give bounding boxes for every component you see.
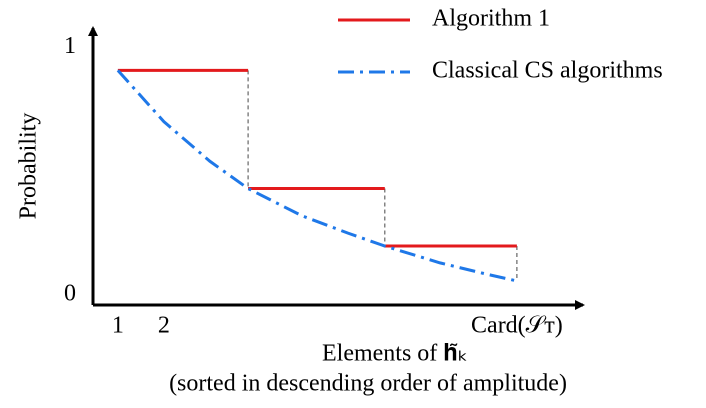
y-tick-label: 0	[64, 281, 76, 307]
x-tick-label: Card(𝒮ᴛ)	[471, 313, 563, 339]
y-axis-label: Probability	[16, 113, 42, 220]
legend-label: Classical CS algorithms	[432, 58, 663, 84]
x-axis-label: (sorted in descending order of amplitude…	[169, 371, 567, 397]
x-tick-label: 2	[158, 313, 170, 339]
y-tick-label: 1	[64, 33, 76, 59]
x-axis-label: Elements of 𝐡̃ₖ	[322, 341, 468, 367]
series-line	[116, 69, 518, 283]
series-line	[117, 68, 517, 248]
legend-label: Algorithm 1	[432, 6, 550, 32]
x-tick-label: 1	[112, 313, 124, 339]
